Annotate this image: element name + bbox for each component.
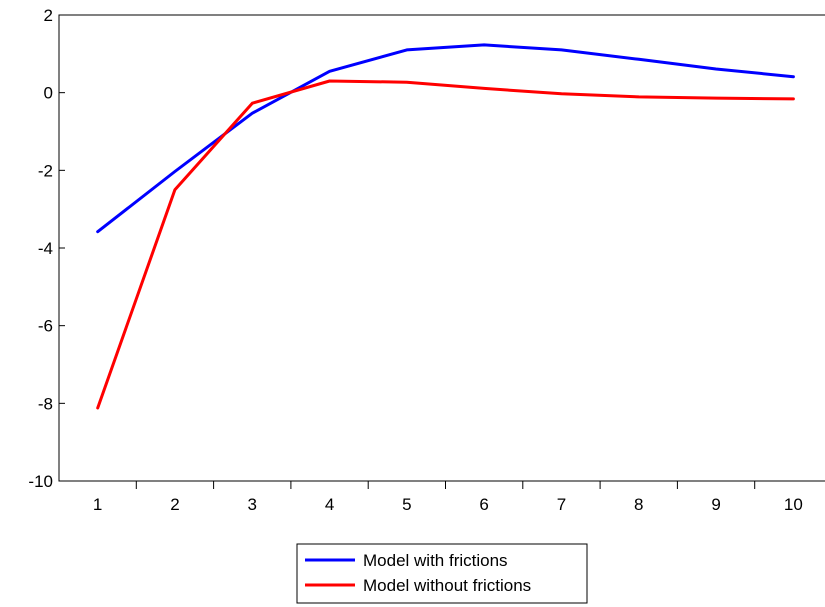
- x-tick-label: 10: [784, 495, 803, 514]
- y-tick-label: -6: [38, 317, 53, 336]
- x-tick-label: 4: [325, 495, 334, 514]
- legend-label-1: Model with frictions: [363, 551, 508, 570]
- series-lines: [96, 43, 795, 410]
- x-tick-label: 1: [93, 495, 102, 514]
- y-tick-label: -4: [38, 239, 53, 258]
- x-tick-label: 8: [634, 495, 643, 514]
- y-tick-label: -2: [38, 161, 53, 180]
- x-tick-label: 3: [248, 495, 257, 514]
- y-tick-label: 2: [44, 6, 53, 25]
- x-tick-label: 7: [557, 495, 566, 514]
- series-line-1: [96, 43, 795, 234]
- x-tick-label: 6: [479, 495, 488, 514]
- legend-label-2: Model without frictions: [363, 576, 531, 595]
- series-line-2: [96, 79, 795, 410]
- x-tick-label: 9: [711, 495, 720, 514]
- y-tick-label: -10: [28, 472, 53, 491]
- x-tick-label: 5: [402, 495, 411, 514]
- x-tick-label: 2: [170, 495, 179, 514]
- plot-area: [58, 14, 825, 482]
- y-axis: 2 0 -2 -4 -6 -8 -10: [28, 6, 65, 491]
- y-tick-label: -8: [38, 394, 53, 413]
- legend: Model with frictions Model without fricti…: [296, 543, 588, 604]
- x-axis: 1 2 3 4 5 6 7 8 9 10: [93, 481, 803, 514]
- legend-box: [296, 543, 588, 604]
- y-tick-label: 0: [44, 84, 53, 103]
